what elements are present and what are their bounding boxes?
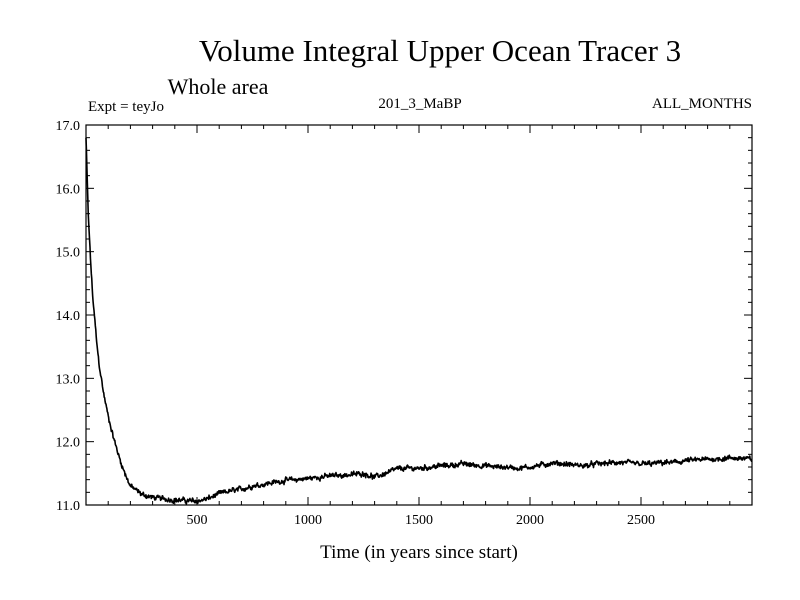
y-tick-label: 13.0: [56, 372, 81, 387]
run-label: 201_3_MaBP: [378, 96, 461, 112]
y-tick-label: 11.0: [56, 499, 80, 514]
experiment-label: Expt = teyJo: [88, 99, 164, 115]
plot-frame: [85, 124, 753, 506]
y-tick-label: 15.0: [56, 246, 81, 261]
y-tick-label: 17.0: [56, 119, 81, 134]
period-label: ALL_MONTHS: [652, 96, 752, 112]
y-tick-label: 12.0: [56, 436, 81, 451]
y-tick-label: 14.0: [56, 309, 81, 324]
y-tick-label: 16.0: [56, 182, 81, 197]
chart-title: Volume Integral Upper Ocean Tracer 3: [199, 33, 681, 68]
x-axis-ticks: 500 1000 1500 2000 2500: [107, 125, 731, 528]
x-tick-label: 500: [187, 513, 208, 528]
x-tick-label: 2000: [516, 513, 544, 528]
x-tick-label: 1500: [405, 513, 433, 528]
series-line: [85, 137, 753, 505]
x-axis-label: Time (in years since start): [320, 542, 518, 563]
x-tick-label: 1000: [294, 513, 322, 528]
chart-subtitle: Whole area: [168, 74, 269, 99]
x-tick-label: 2500: [627, 513, 655, 528]
y-axis-ticks: 11.0 12.0 13.0 14.0 15.0 16.0 17.0: [56, 119, 752, 514]
